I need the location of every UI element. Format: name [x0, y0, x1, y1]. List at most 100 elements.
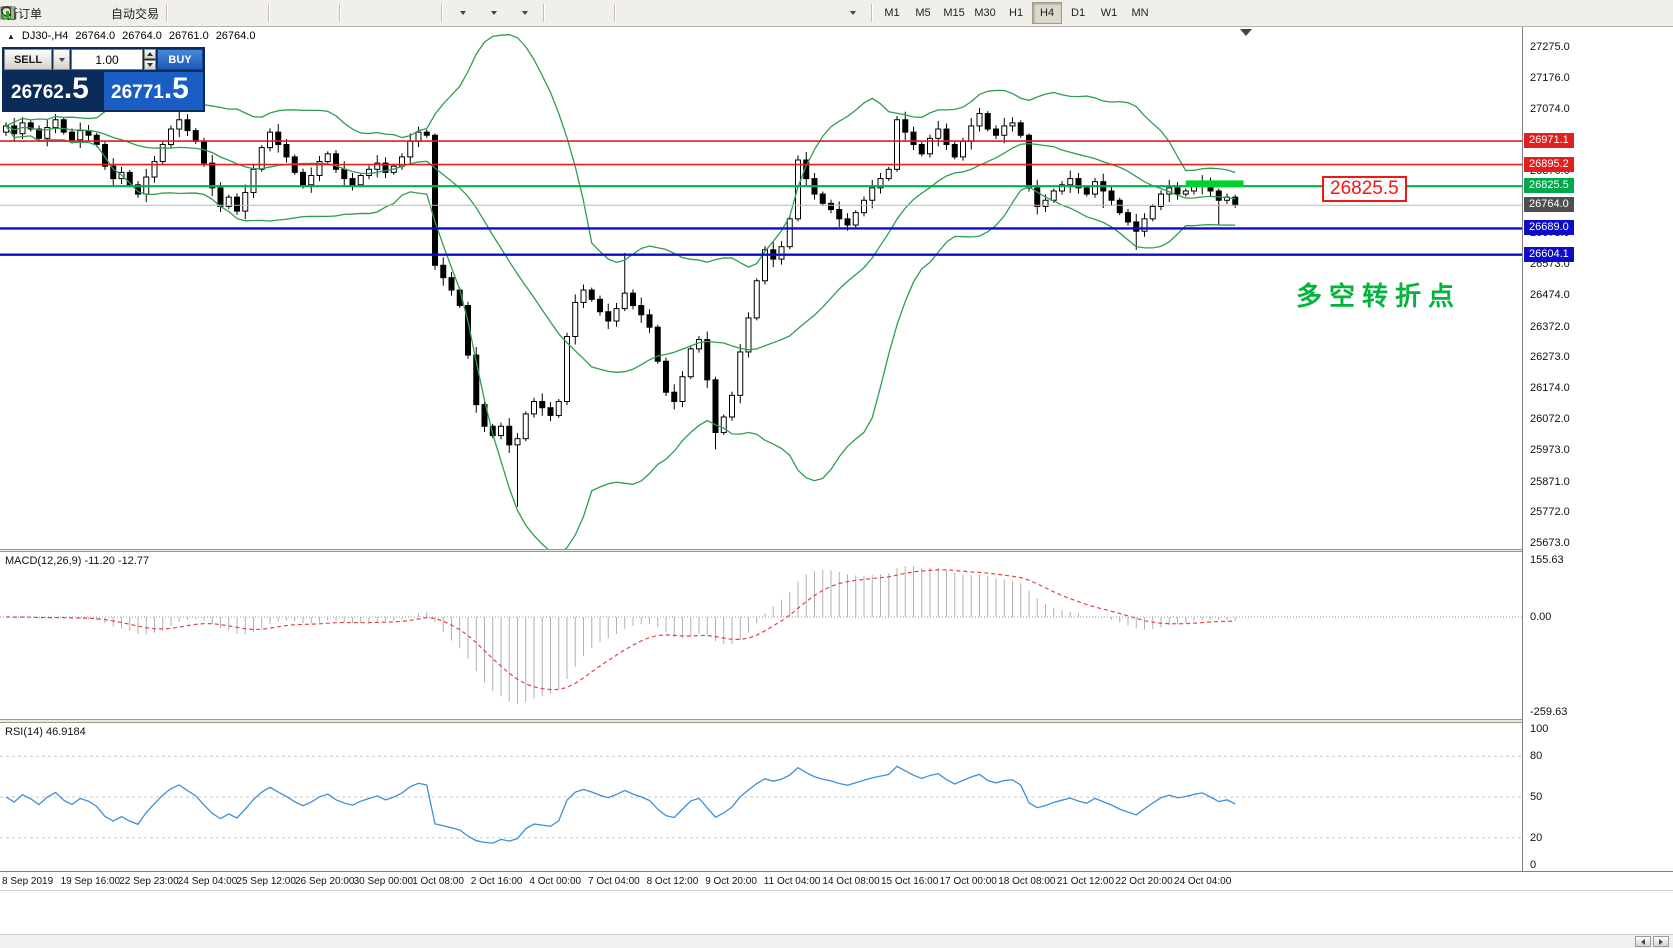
timeframe-w1-button[interactable]: W1 — [1100, 7, 1118, 19]
ohlc-high: 26764.0 — [122, 30, 162, 42]
macd-panel-canvas[interactable] — [0, 552, 1522, 719]
price-tag: 26971.1 — [1524, 133, 1574, 149]
tile-windows-button[interactable] — [0, 1, 375, 25]
chevron-down-icon — [490, 11, 497, 15]
text-button[interactable]: A — [3, 1, 836, 25]
price-axis-label: 27176.0 — [1530, 71, 1570, 84]
price-axis-label: 25673.0 — [1530, 537, 1570, 549]
autotrading-button[interactable]: 自动交易 — [4, 1, 162, 25]
sell-price[interactable]: 26762.5 — [4, 72, 103, 110]
line-chart-button[interactable] — [0, 1, 264, 25]
price-level-label: 26825.5 — [1322, 176, 1407, 202]
auto-scroll-button[interactable] — [2, 1, 406, 25]
toolbar-right-group — [1, 1, 1670, 25]
search-button[interactable] — [1, 1, 1634, 25]
price-tag: 26764.0 — [1524, 197, 1574, 213]
cursor-button[interactable] — [4, 1, 579, 25]
time-axis-label: 24 Sep 04:00 — [177, 876, 238, 887]
price-axis-label: 26072.0 — [1530, 413, 1570, 426]
volume-input[interactable] — [71, 49, 143, 70]
fibonacci-button[interactable] — [1, 1, 774, 25]
price-axis-label: 27275.0 — [1530, 41, 1570, 53]
rsi-axis-label: 0 — [1530, 859, 1537, 871]
charts-window-button[interactable] — [1, 1, 107, 25]
rsi-axis-label: 80 — [1530, 750, 1543, 763]
profiles-button[interactable] — [1, 1, 76, 25]
toolbar-separator — [614, 4, 617, 22]
timeframe-h1-button[interactable]: H1 — [1009, 7, 1024, 19]
ellipse-button[interactable] — [0, 1, 805, 25]
time-axis-label: 30 Sep 00:00 — [353, 876, 414, 887]
autotrading-button-label: 自动交易 — [111, 6, 160, 21]
volume-up-button[interactable] — [144, 49, 156, 59]
time-axis[interactable]: 8 Sep 2019 19 Sep 16:00 22 Sep 23:00 24 Sep… — [0, 871, 1673, 891]
time-axis-label: 15 Oct 16:00 — [881, 876, 939, 887]
zoom-in-button[interactable] — [1, 1, 304, 25]
macd-axis-label: -259.63 — [1530, 706, 1568, 718]
scroll-right-button[interactable] — [1653, 936, 1669, 947]
timeframe-m1-button[interactable]: M1 — [884, 7, 900, 19]
horizontal-line-button[interactable] — [1, 1, 681, 25]
connection-status-icon[interactable] — [1, 1, 1666, 25]
time-axis-label: 4 Oct 00:00 — [529, 876, 582, 887]
time-axis-label: 24 Oct 04:00 — [1174, 876, 1232, 887]
zoom-out-button[interactable] — [1, 1, 335, 25]
trendline-button[interactable] — [1, 1, 712, 25]
arrows-button[interactable] — [1, 1, 867, 25]
horizontal-scrollbar[interactable] — [0, 934, 1673, 948]
time-axis-label: 14 Oct 08:00 — [822, 876, 880, 887]
templates-button[interactable] — [1, 1, 539, 25]
timeframe-d1-button[interactable]: D1 — [1071, 7, 1086, 19]
rsi-panel-canvas[interactable] — [0, 723, 1522, 871]
buy-price[interactable]: 26771.5 — [104, 72, 203, 110]
timeframe-mn-button[interactable]: MN — [1131, 7, 1149, 19]
timeframe-m5-button[interactable]: M5 — [915, 7, 931, 19]
candlestick-chart-button[interactable] — [1, 1, 233, 25]
price-axis-label: 25772.0 — [1530, 506, 1570, 519]
time-axis-label: 22 Oct 20:00 — [1115, 876, 1173, 887]
chevron-down-icon — [521, 11, 528, 15]
toolbar-separator — [871, 4, 874, 22]
price-axis[interactable]: 27275.027176.027074.026876.026673.026573… — [1522, 27, 1673, 871]
main-chart-canvas[interactable] — [0, 27, 1522, 549]
chart-shift-button[interactable] — [1, 1, 437, 25]
chart-window: ▲ DJ30-,H4 26764.0 26764.0 26761.0 26764… — [0, 27, 1673, 948]
timeframe-h4-button[interactable]: H4 — [1032, 2, 1063, 24]
equidistant-channel-button[interactable] — [0, 1, 743, 25]
toolbar-separator — [543, 4, 546, 22]
crosshair-button[interactable] — [1, 1, 610, 25]
price-axis-label: 25973.0 — [1530, 444, 1570, 457]
trade-panel-toggle-icon[interactable]: ▲ — [7, 31, 15, 41]
panel-separator[interactable] — [0, 549, 1673, 552]
timeframe-m30-button[interactable]: M30 — [974, 7, 996, 19]
volume-down-button[interactable] — [144, 60, 156, 70]
time-axis-label: 25 Sep 12:00 — [236, 876, 296, 887]
price-tag: 26604.1 — [1524, 246, 1574, 262]
toolbar-separator — [166, 4, 169, 22]
chart-ohlc-header: ▲ DJ30-,H4 26764.0 26764.0 26761.0 26764… — [7, 30, 255, 42]
time-axis-label: 18 Oct 08:00 — [998, 876, 1056, 887]
panel-separator[interactable] — [0, 719, 1673, 723]
time-axis-label: 22 Sep 23:00 — [119, 876, 179, 887]
sell-button[interactable]: SELL — [4, 49, 52, 70]
price-tag: 26825.5 — [1524, 178, 1574, 194]
arrow-down-icon — [147, 63, 153, 67]
buy-button[interactable]: BUY — [157, 49, 203, 70]
rsi-axis-label: 20 — [1530, 831, 1543, 844]
timeframe-m15-button[interactable]: M15 — [943, 7, 965, 19]
time-axis-label: 8 Sep 2019 — [2, 876, 54, 887]
vertical-line-button[interactable] — [7, 1, 650, 25]
time-axis-label: 7 Oct 04:00 — [588, 876, 640, 887]
volume-preset-dropdown[interactable] — [53, 49, 70, 70]
buy-price-frac: .5 — [163, 72, 189, 105]
arrow-right-icon — [1659, 938, 1663, 945]
symbol-period-label: DJ30-,H4 — [21, 30, 69, 42]
indicators-button[interactable] — [0, 1, 477, 25]
periods-button[interactable] — [1, 1, 508, 25]
scroll-left-button[interactable] — [1635, 936, 1651, 947]
price-axis-label: 26174.0 — [1530, 381, 1570, 394]
bar-chart-button[interactable] — [1, 1, 202, 25]
toolbar: 新订单自动交易AM1M5M15M30H1H4D1W1MN — [0, 0, 1673, 27]
time-axis-label: 21 Oct 12:00 — [1056, 876, 1115, 887]
